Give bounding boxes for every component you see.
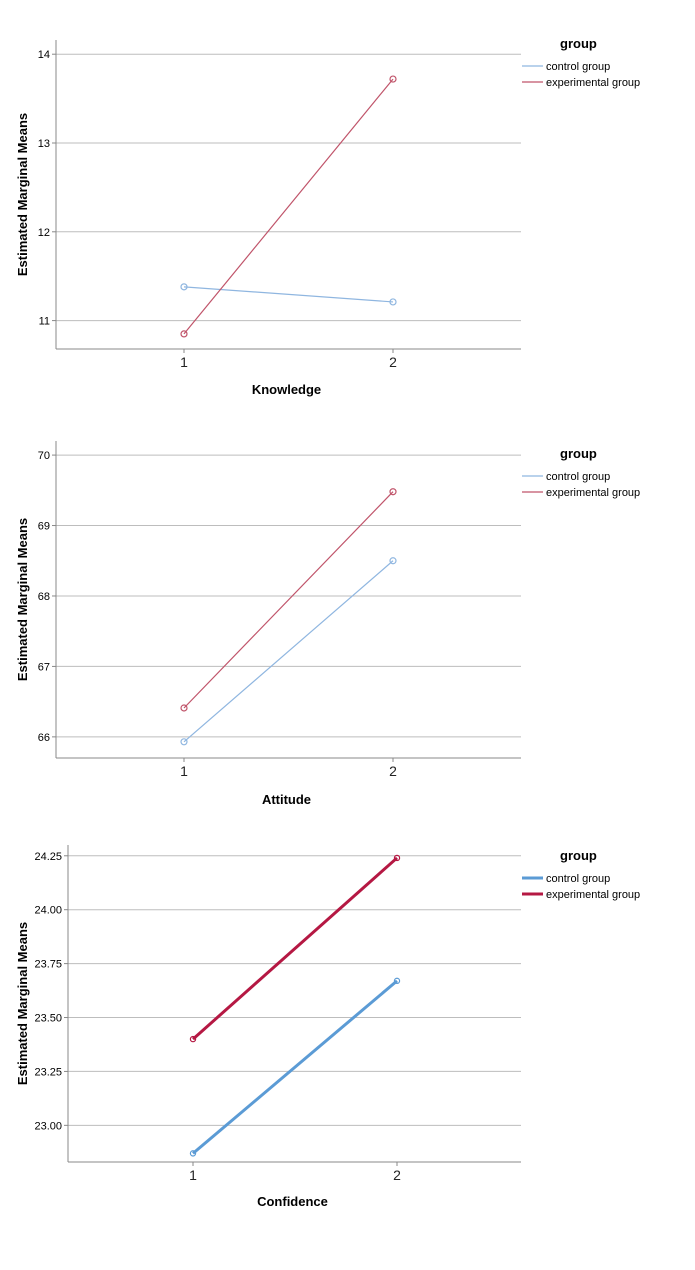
data-point [180, 330, 188, 338]
y-tick-label: 13 [38, 138, 50, 150]
x-tick-label: 1 [180, 354, 188, 370]
y-tick-label: 69 [38, 521, 50, 533]
y-tick-label: 14 [38, 49, 50, 61]
y-axis-title: Estimated Marginal Means [15, 922, 30, 1085]
x-tick-label: 2 [389, 354, 397, 370]
legend-title: group [560, 36, 597, 51]
legend-title: group [560, 848, 597, 863]
x-axis-title: Confidence [257, 1194, 328, 1209]
y-tick-label: 67 [38, 661, 50, 673]
data-point [180, 283, 188, 291]
chart-panel-confidence: 23.00 23.25 23.50 23.75 24.00 24.25 1 2 Confiden… [15, 845, 640, 1209]
data-point [389, 557, 397, 565]
chart-panel-attitude: 66 67 68 69 70 1 2 Attitude Estimated Marginal M… [15, 441, 640, 807]
y-tick-label: 68 [38, 591, 50, 603]
x-tick-label: 1 [180, 763, 188, 779]
data-point [180, 738, 188, 746]
data-point [393, 977, 401, 985]
legend-label: experimental group [546, 889, 640, 901]
data-point [180, 704, 188, 712]
series-line-experimental [192, 856, 398, 1041]
series-line-control [192, 979, 398, 1155]
data-point [389, 488, 397, 496]
series-line-experimental [183, 78, 394, 335]
x-tick-label: 2 [389, 763, 397, 779]
data-point [393, 854, 401, 862]
legend-title: group [560, 446, 597, 461]
y-tick-label: 23.25 [34, 1066, 62, 1078]
legend-label: control group [546, 471, 610, 483]
x-tick-label: 1 [189, 1167, 197, 1183]
y-tick-label: 23.50 [34, 1013, 62, 1025]
series-line-experimental [183, 491, 394, 709]
y-tick-label: 12 [38, 227, 50, 239]
x-axis-title: Attitude [262, 792, 311, 807]
series-line-control [183, 560, 394, 743]
y-tick-label: 23.75 [34, 959, 62, 971]
x-axis-title: Knowledge [252, 382, 321, 397]
legend-label: control group [546, 61, 610, 73]
legend-label: experimental group [546, 77, 640, 89]
y-tick-label: 11 [39, 316, 50, 328]
x-tick-label: 2 [393, 1167, 401, 1183]
data-point [389, 75, 397, 83]
y-tick-label: 24.25 [34, 851, 62, 863]
y-axis-title: Estimated Marginal Means [15, 113, 30, 276]
y-tick-label: 24.00 [34, 905, 62, 917]
y-tick-label: 70 [38, 450, 50, 462]
data-point [389, 298, 397, 306]
y-tick-label: 23.00 [34, 1120, 62, 1132]
data-point [189, 1150, 197, 1157]
legend-label: experimental group [546, 487, 640, 499]
legend-label: control group [546, 873, 610, 885]
y-tick-label: 66 [38, 732, 50, 744]
series-line-control [183, 286, 394, 303]
data-point [189, 1035, 197, 1043]
y-axis-title: Estimated Marginal Means [15, 518, 30, 681]
